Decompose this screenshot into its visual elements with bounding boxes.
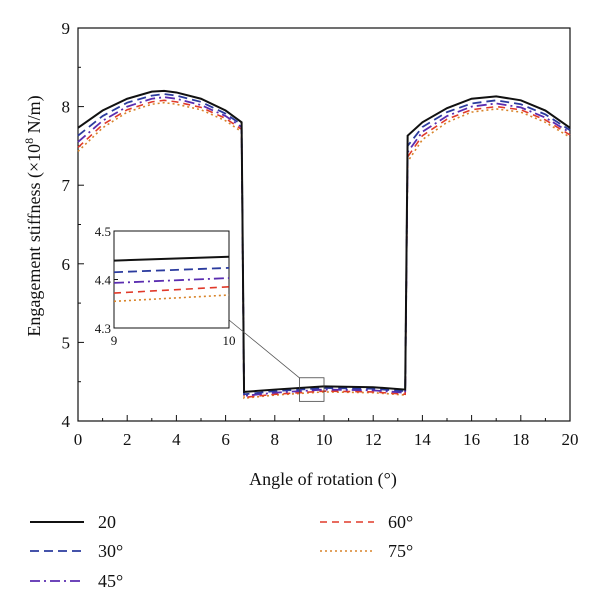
svg-text:Engagement stiffness (×108 N/m: Engagement stiffness (×108 N/m)	[22, 95, 45, 336]
inset-x-tick-label: 9	[111, 333, 118, 348]
y-axis-label-unit: N/m)	[24, 95, 45, 138]
y-tick-label: 4	[62, 412, 71, 431]
x-tick-label: 16	[463, 430, 480, 449]
inset-frame	[113, 230, 230, 329]
y-tick-label: 8	[62, 98, 71, 117]
x-tick-label: 4	[172, 430, 181, 449]
inset-chart: 4.3 4.4 4.5 9 10	[95, 224, 236, 348]
inset-y-tick-label: 4.4	[95, 273, 112, 288]
y-tick-label: 6	[62, 255, 71, 274]
inset-y-tick-label: 4.3	[95, 321, 111, 336]
y-tick-label: 5	[62, 333, 71, 352]
x-tick-label: 8	[271, 430, 280, 449]
x-tick-label: 6	[221, 430, 230, 449]
x-tick-label: 20	[562, 430, 579, 449]
x-tick-label: 2	[123, 430, 132, 449]
y-tick-label: 9	[62, 19, 71, 38]
x-tick-label: 0	[74, 430, 83, 449]
x-tick-label: 12	[365, 430, 382, 449]
series-line	[77, 101, 571, 400]
x-tick-label: 18	[512, 430, 529, 449]
inset-x-tick-label: 10	[223, 333, 236, 348]
x-axis-label: Angle of rotation (°)	[249, 469, 397, 490]
inset-series-line	[113, 266, 230, 274]
y-axis-label: Engagement stiffness (×108 N/m)	[22, 95, 45, 336]
x-tick-label: 10	[316, 430, 333, 449]
inset-series-line	[113, 294, 230, 303]
y-axis-label-main: Engagement stiffness (×10	[24, 144, 45, 337]
y-axis-label-exponent: 8	[22, 138, 36, 144]
inset-series-line	[113, 277, 230, 284]
inset-connector	[228, 319, 300, 379]
inset-series-line	[113, 255, 230, 262]
plot-frame	[77, 27, 571, 422]
inset-y-tick-label: 4.5	[95, 224, 111, 239]
x-tick-label: 14	[414, 430, 432, 449]
zoom-region-box	[298, 377, 325, 402]
y-tick-label: 7	[62, 176, 71, 195]
